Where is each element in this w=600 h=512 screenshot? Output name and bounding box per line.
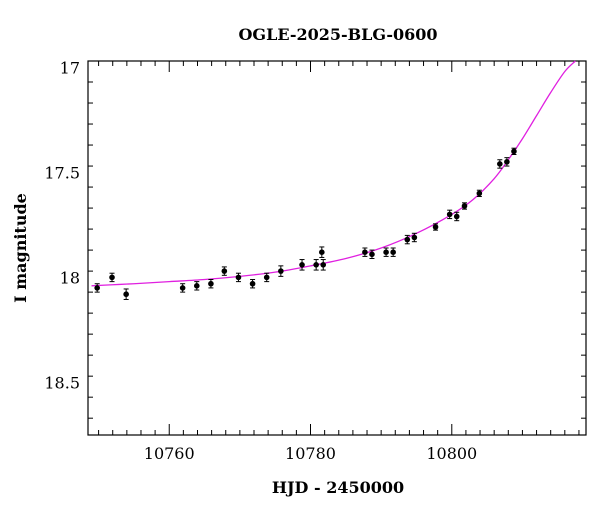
- data-point: [453, 211, 460, 222]
- point-marker: [320, 262, 327, 268]
- point-marker: [446, 211, 453, 218]
- data-point: [221, 266, 228, 276]
- point-marker: [278, 268, 284, 274]
- y-tick-label: 18.5: [44, 373, 80, 392]
- chart-title: OGLE-2025-BLG-0600: [238, 25, 437, 44]
- point-marker: [319, 249, 325, 256]
- point-marker: [208, 280, 214, 287]
- tick-labels: 10760 10780 10800 17 17.5 18 18.5: [44, 58, 477, 463]
- data-point: [208, 279, 214, 289]
- data-point: [362, 247, 368, 257]
- x-axis-label: HJD - 2450000: [272, 478, 404, 497]
- x-tick-label: 10800: [426, 444, 477, 463]
- y-axis-label: I magnitude: [11, 193, 30, 303]
- x-tick-label: 10780: [285, 444, 336, 463]
- point-marker: [497, 161, 503, 167]
- data-point: [432, 223, 439, 231]
- point-marker: [249, 280, 256, 287]
- point-marker: [179, 285, 186, 291]
- data-point: [476, 189, 483, 198]
- x-tick-label: 10760: [144, 444, 195, 463]
- point-marker: [476, 190, 483, 197]
- data-point: [109, 272, 115, 283]
- point-marker: [193, 283, 200, 289]
- point-marker: [362, 249, 368, 256]
- point-marker: [453, 213, 460, 220]
- data-points: [94, 147, 517, 300]
- point-marker: [299, 262, 305, 268]
- data-point: [511, 147, 517, 155]
- point-marker: [369, 251, 375, 258]
- model-curve: [91, 60, 576, 287]
- point-marker: [123, 291, 129, 298]
- data-point: [278, 265, 284, 277]
- data-point: [497, 159, 503, 169]
- data-point: [461, 202, 468, 210]
- data-point: [446, 209, 453, 220]
- point-marker: [411, 234, 418, 241]
- data-point: [249, 279, 256, 289]
- data-point: [263, 272, 270, 283]
- point-marker: [235, 274, 242, 281]
- data-point: [504, 157, 510, 167]
- point-marker: [511, 148, 517, 155]
- data-point: [193, 281, 200, 291]
- data-point: [123, 288, 129, 300]
- point-marker: [461, 203, 468, 209]
- point-marker: [383, 249, 389, 256]
- data-point: [313, 259, 319, 271]
- y-tick-label: 17: [60, 58, 80, 77]
- axis-ticks: [88, 60, 586, 435]
- y-tick-label: 18: [60, 268, 80, 287]
- data-point: [411, 232, 418, 243]
- data-point: [299, 259, 305, 271]
- point-marker: [432, 224, 439, 230]
- data-point: [404, 234, 411, 245]
- point-marker: [313, 262, 319, 268]
- point-marker: [390, 249, 396, 256]
- point-marker: [404, 236, 411, 243]
- plot-frame: [87, 60, 587, 436]
- data-point: [383, 247, 389, 257]
- point-marker: [504, 159, 510, 165]
- point-marker: [221, 268, 228, 274]
- point-marker: [263, 274, 270, 281]
- data-point: [320, 259, 327, 271]
- point-marker: [109, 274, 115, 281]
- data-point: [235, 272, 242, 283]
- data-point: [94, 283, 100, 293]
- data-point: [390, 247, 396, 257]
- point-marker: [94, 285, 100, 291]
- data-point: [369, 249, 375, 260]
- data-point: [179, 283, 186, 293]
- data-point: [319, 246, 325, 258]
- y-tick-label: 17.5: [44, 163, 80, 182]
